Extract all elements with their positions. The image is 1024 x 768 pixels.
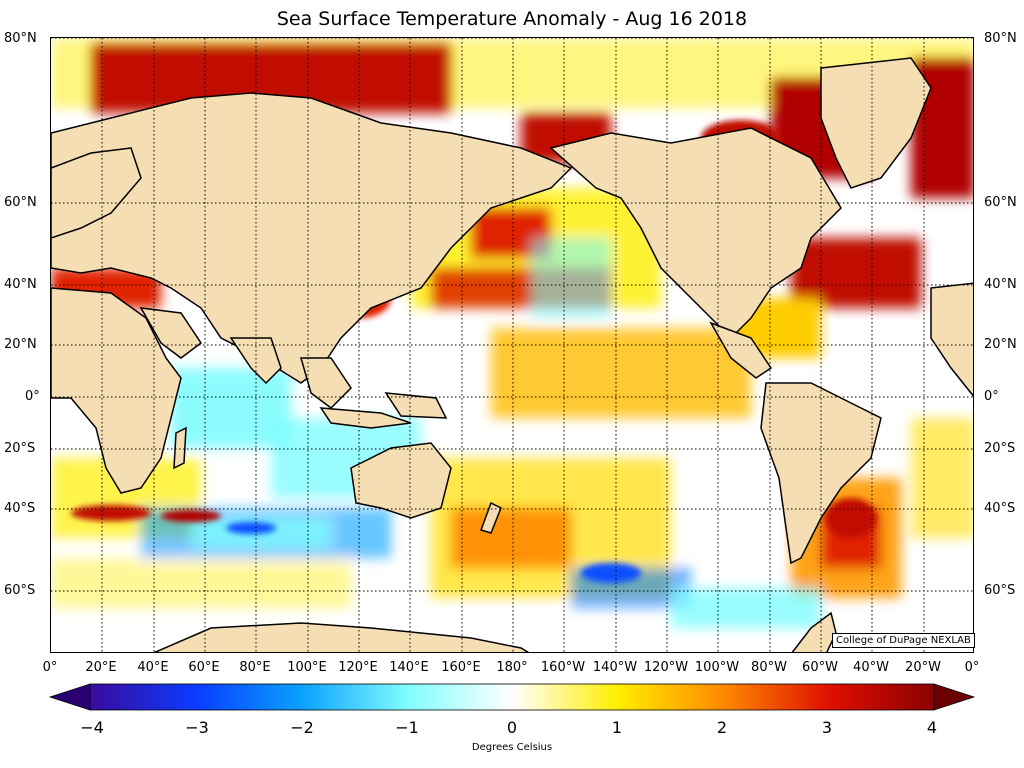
lon-label: 100°E: [287, 660, 327, 675]
colorbar-tick: −2: [290, 718, 314, 737]
new-guinea: [384, 392, 448, 419]
antarctica-east: [153, 622, 530, 652]
credit-label: College of DuPage NEXLAB: [832, 633, 975, 648]
india: [229, 337, 282, 385]
scandinavia: [51, 147, 142, 239]
lon-label: 160°E: [441, 660, 481, 675]
eurasia: [51, 92, 573, 384]
lat-label-right: 0°: [984, 389, 999, 404]
new-zealand: [480, 501, 502, 534]
greenland: [820, 57, 932, 189]
lon-label: 120°E: [338, 660, 378, 675]
lat-label-left: 40°N: [4, 277, 37, 292]
lon-label: 0°: [42, 660, 58, 675]
lat-label-right: 60°N: [984, 195, 1017, 210]
colorbar-gradient: [89, 683, 935, 711]
lon-label: 60°W: [802, 660, 838, 675]
lon-label: 40°E: [137, 660, 169, 675]
lon-label: 80°W: [751, 660, 787, 675]
colorbar-tick: −4: [80, 718, 104, 737]
colorbar: [48, 683, 976, 711]
lat-label-left: 60°S: [4, 583, 36, 598]
madagascar: [173, 426, 187, 470]
colorbar-tick: 2: [716, 718, 728, 737]
lat-label-right: 20°N: [984, 337, 1017, 352]
colorbar-min-extend: [48, 683, 91, 711]
colorbar-tick: 0: [506, 718, 518, 737]
arabia: [139, 307, 203, 359]
lat-label-left: 20°S: [4, 441, 36, 456]
colorbar-tick: 1: [611, 718, 623, 737]
lat-label-left: 0°: [25, 389, 40, 404]
se-asia: [300, 357, 352, 409]
colorbar-label: Degrees Celsius: [471, 742, 553, 753]
lat-label-right: 80°N: [984, 31, 1017, 46]
land: [51, 57, 973, 652]
lat-label-left: 80°N: [4, 31, 37, 46]
lat-label-right: 40°S: [984, 501, 1016, 516]
lon-label: 80°E: [239, 660, 271, 675]
lon-label: 160°W: [540, 660, 586, 675]
africa: [51, 287, 182, 494]
lon-label: 20°E: [85, 660, 117, 675]
colorbar-tick: −3: [185, 718, 209, 737]
graticule: [51, 38, 973, 652]
sst-anomaly-map: [50, 37, 974, 653]
lon-label: 40°W: [853, 660, 889, 675]
lon-label: 20°W: [905, 660, 941, 675]
lon-label: 0°: [964, 660, 980, 675]
lat-label-right: 20°S: [984, 441, 1016, 456]
lon-label: 140°E: [389, 660, 429, 675]
lon-label: 60°E: [188, 660, 220, 675]
lon-label: 100°W: [694, 660, 740, 675]
colorbar-tick: 4: [926, 718, 938, 737]
indonesia: [319, 407, 412, 429]
colorbar-max-extend: [933, 683, 976, 711]
chart-title: Sea Surface Temperature Anomaly - Aug 16…: [276, 8, 748, 30]
central-america: [709, 321, 773, 379]
lon-label: 140°W: [592, 660, 638, 675]
lat-label-right: 60°S: [984, 583, 1016, 598]
australia: [350, 442, 452, 519]
lat-label-left: 40°S: [4, 501, 36, 516]
colorbar-tick: 3: [821, 718, 833, 737]
lat-label-right: 40°N: [984, 277, 1017, 292]
lat-label-left: 20°N: [4, 337, 37, 352]
antarctic-peninsula: [791, 611, 837, 652]
lat-label-left: 60°N: [4, 195, 37, 210]
lon-label: 180°: [496, 660, 528, 675]
lon-label: 120°W: [643, 660, 689, 675]
africa-west: [930, 282, 973, 397]
map-svg: [51, 38, 973, 652]
colorbar-tick: −1: [395, 718, 419, 737]
